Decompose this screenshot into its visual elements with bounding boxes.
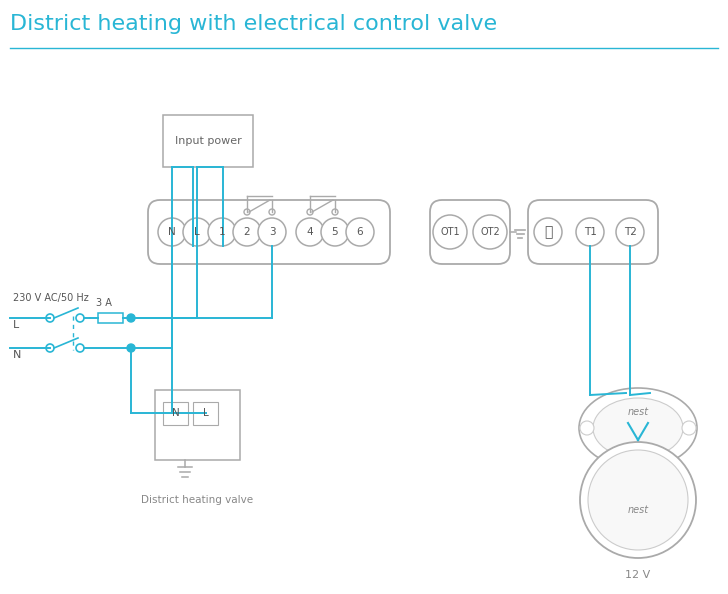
Text: 230 V AC/50 Hz: 230 V AC/50 Hz: [13, 293, 89, 303]
Text: 6: 6: [357, 227, 363, 237]
FancyBboxPatch shape: [148, 200, 390, 264]
Text: District heating with electrical control valve: District heating with electrical control…: [10, 14, 497, 34]
FancyBboxPatch shape: [163, 402, 188, 425]
Circle shape: [233, 218, 261, 246]
Circle shape: [46, 314, 54, 322]
Circle shape: [269, 209, 275, 215]
Circle shape: [76, 344, 84, 352]
Circle shape: [244, 209, 250, 215]
Text: 3: 3: [269, 227, 275, 237]
Text: nest: nest: [628, 505, 649, 515]
Circle shape: [616, 218, 644, 246]
Ellipse shape: [593, 398, 683, 458]
Circle shape: [576, 218, 604, 246]
Circle shape: [46, 344, 54, 352]
Text: OT2: OT2: [480, 227, 500, 237]
Circle shape: [158, 218, 186, 246]
Text: nest: nest: [628, 407, 649, 417]
Circle shape: [307, 209, 313, 215]
Circle shape: [183, 218, 211, 246]
Text: L: L: [194, 227, 200, 237]
Circle shape: [534, 218, 562, 246]
Circle shape: [580, 442, 696, 558]
Text: L: L: [13, 320, 19, 330]
Circle shape: [208, 218, 236, 246]
Circle shape: [258, 218, 286, 246]
Circle shape: [682, 421, 696, 435]
Circle shape: [127, 344, 135, 352]
Text: 3 A: 3 A: [96, 298, 112, 308]
Text: OT1: OT1: [440, 227, 460, 237]
FancyBboxPatch shape: [98, 313, 123, 323]
Circle shape: [321, 218, 349, 246]
Circle shape: [473, 215, 507, 249]
Text: 4: 4: [306, 227, 313, 237]
FancyBboxPatch shape: [624, 444, 652, 460]
Circle shape: [580, 421, 594, 435]
Text: Input power: Input power: [175, 136, 242, 146]
Text: 1: 1: [218, 227, 225, 237]
Circle shape: [332, 209, 338, 215]
Text: 2: 2: [244, 227, 250, 237]
Text: T2: T2: [624, 227, 636, 237]
Circle shape: [76, 314, 84, 322]
Text: 5: 5: [332, 227, 339, 237]
FancyBboxPatch shape: [193, 402, 218, 425]
Text: N: N: [168, 227, 176, 237]
FancyBboxPatch shape: [430, 200, 510, 264]
Text: L: L: [203, 409, 209, 419]
Ellipse shape: [579, 388, 697, 468]
Circle shape: [346, 218, 374, 246]
FancyBboxPatch shape: [155, 390, 240, 460]
Circle shape: [296, 218, 324, 246]
FancyBboxPatch shape: [163, 115, 253, 167]
Text: District heating valve: District heating valve: [141, 495, 253, 505]
Circle shape: [127, 314, 135, 322]
Circle shape: [433, 215, 467, 249]
Text: N: N: [13, 350, 21, 360]
Text: T1: T1: [584, 227, 596, 237]
FancyBboxPatch shape: [528, 200, 658, 264]
Circle shape: [588, 450, 688, 550]
Text: ⏚: ⏚: [544, 225, 552, 239]
Text: N: N: [172, 409, 180, 419]
Text: 12 V: 12 V: [625, 570, 651, 580]
